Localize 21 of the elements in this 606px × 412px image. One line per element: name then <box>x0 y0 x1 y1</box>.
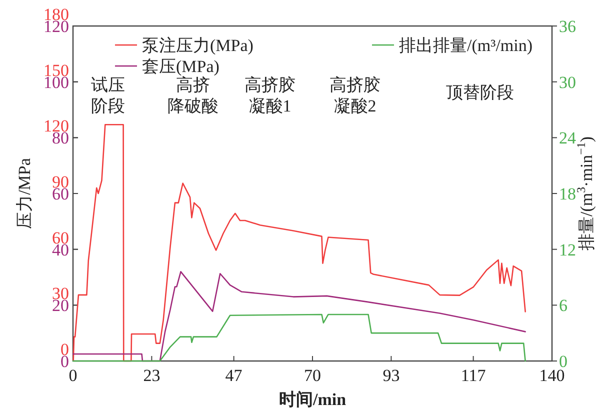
y2-tick-label: 30 <box>559 72 576 92</box>
y-axis-title: 压力/MPa <box>15 158 34 229</box>
x-tick-label: 70 <box>304 366 321 385</box>
x-tick-label: 47 <box>225 366 243 385</box>
legend-label: 排出排量/(m³/min) <box>399 36 533 55</box>
legend-label: 泵注压力(MPa) <box>142 36 254 55</box>
x-axis-title: 时间/min <box>278 390 347 409</box>
y2-tick-label: 18 <box>559 184 576 204</box>
annotation: 试压阶段 <box>91 76 125 116</box>
x-tick-label: 23 <box>143 366 160 385</box>
annotation: 高挤胶凝酸2 <box>330 76 380 116</box>
annotation: 顶替阶段 <box>446 83 514 102</box>
annotation: 高挤胶凝酸1 <box>244 76 296 116</box>
y2-tick-label: 36 <box>559 17 576 36</box>
y2-tick-label: 6 <box>559 296 568 316</box>
y2-tick-label: 12 <box>559 240 576 260</box>
x-tick-label: 93 <box>382 366 400 385</box>
x-tick-label: 117 <box>460 366 486 385</box>
y2-tick-label: 24 <box>559 128 576 148</box>
legend-label: 套压(MPa) <box>142 57 220 76</box>
annotation: 高挤降破酸 <box>168 76 218 116</box>
